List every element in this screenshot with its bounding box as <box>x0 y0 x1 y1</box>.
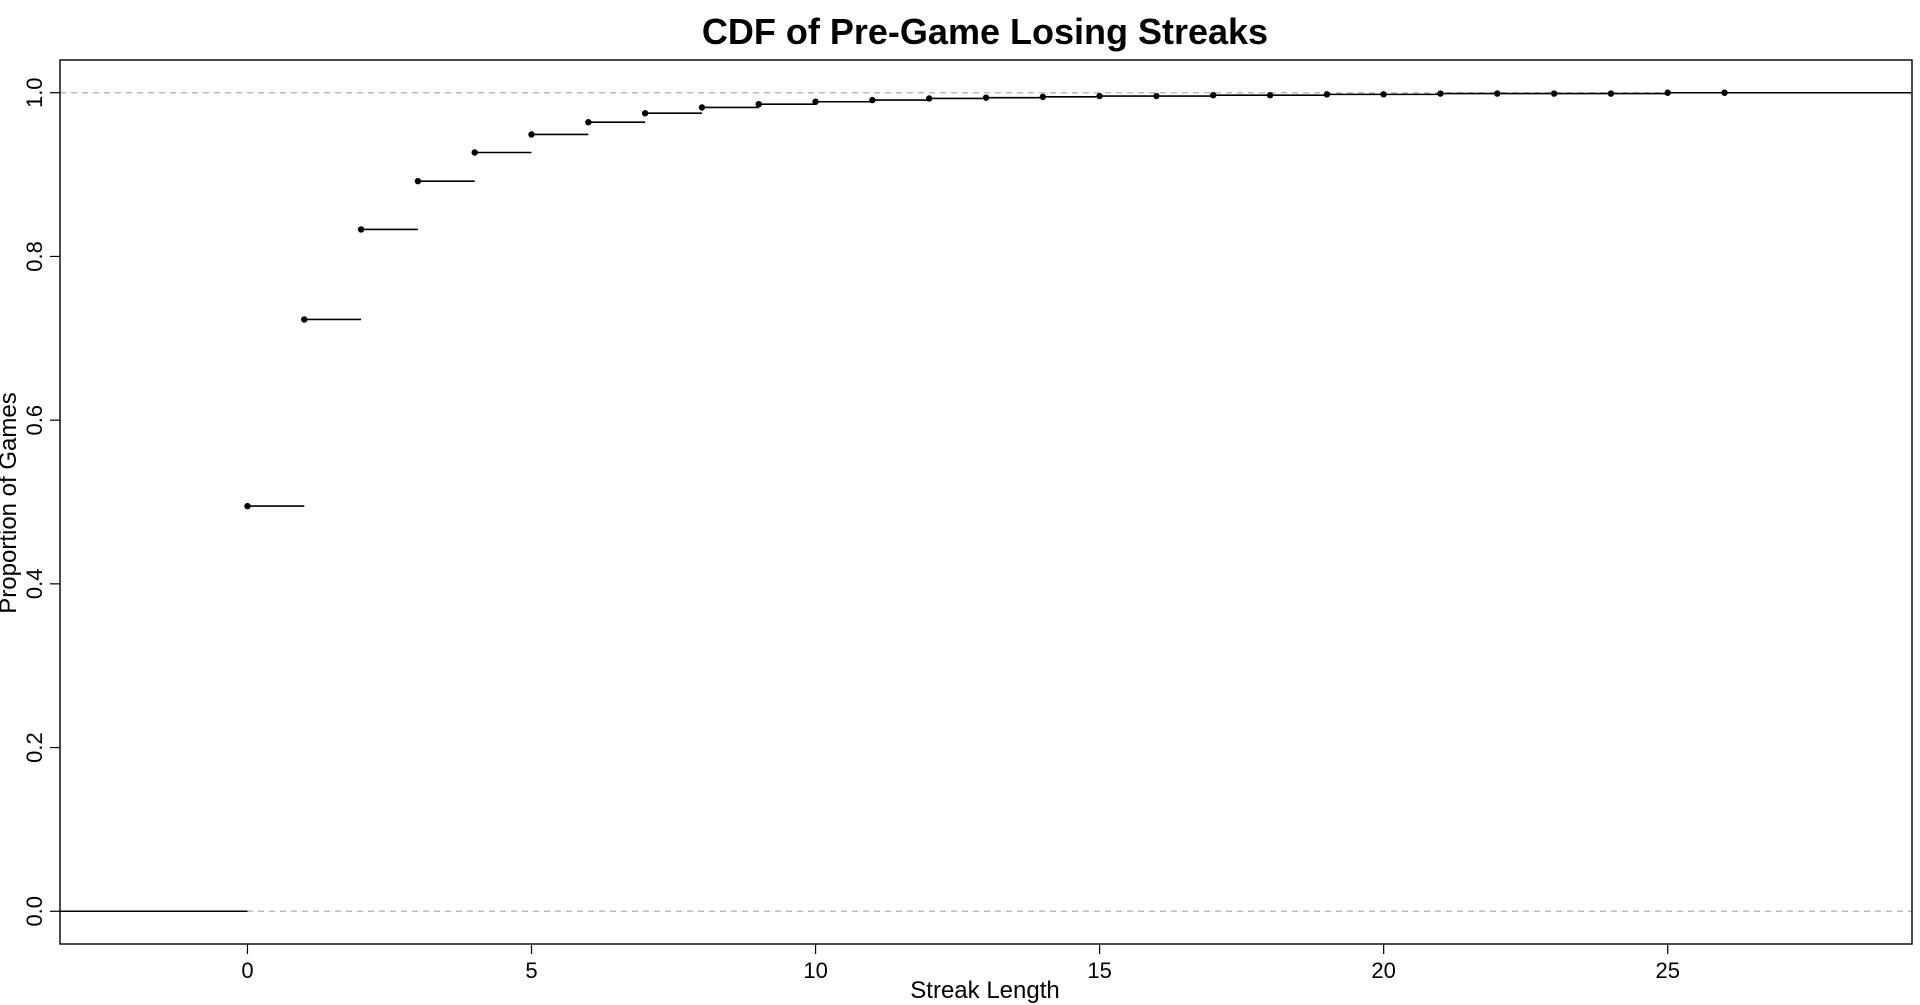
y-tick-label: 0.0 <box>22 896 47 927</box>
data-point <box>585 119 592 126</box>
data-point <box>1721 89 1728 96</box>
y-tick-label: 0.2 <box>22 732 47 763</box>
y-tick-label: 1.0 <box>22 77 47 108</box>
plot-frame <box>59 59 1913 945</box>
data-point <box>641 110 649 117</box>
data-point <box>1039 93 1047 101</box>
x-tick-label: 20 <box>1371 958 1395 983</box>
y-tick-label: 0.8 <box>22 241 47 272</box>
data-point <box>528 131 535 138</box>
data-point <box>698 104 706 111</box>
data-point <box>1494 90 1501 97</box>
data-point <box>812 98 819 105</box>
data-point <box>471 149 478 156</box>
data-point <box>414 177 422 185</box>
chart-title: CDF of Pre-Game Losing Streaks <box>702 11 1268 52</box>
x-tick-label: 15 <box>1087 958 1111 983</box>
y-axis-label: Proportion of Games <box>0 392 22 613</box>
data-point <box>982 94 990 101</box>
data-point <box>755 101 762 108</box>
data-point <box>925 95 933 102</box>
x-tick-label: 5 <box>525 958 537 983</box>
data-point <box>869 96 876 104</box>
data-point <box>1664 89 1671 96</box>
data-point <box>1266 91 1274 99</box>
data-point <box>1096 92 1103 100</box>
data-point <box>1380 91 1387 98</box>
data-point <box>1153 92 1160 100</box>
x-tick-label: 10 <box>803 958 827 983</box>
data-point <box>1607 90 1615 97</box>
data-point <box>1437 90 1444 97</box>
y-tick-label: 0.4 <box>22 569 47 600</box>
x-axis-label: Streak Length <box>910 977 1059 1004</box>
plot-area: 0 5 10 15 20 25 0.0 0.2 0.4 0.6 0.8 1.0 <box>22 59 1913 983</box>
y-tick-label: 0.6 <box>22 405 47 436</box>
data-point <box>357 226 365 233</box>
x-tick-label: 25 <box>1655 958 1679 983</box>
data-point <box>1323 91 1331 98</box>
data-point <box>244 502 251 510</box>
data-point <box>1550 90 1558 97</box>
data-point <box>301 316 308 323</box>
x-tick-label: 0 <box>241 958 253 983</box>
data-point <box>1210 91 1217 99</box>
